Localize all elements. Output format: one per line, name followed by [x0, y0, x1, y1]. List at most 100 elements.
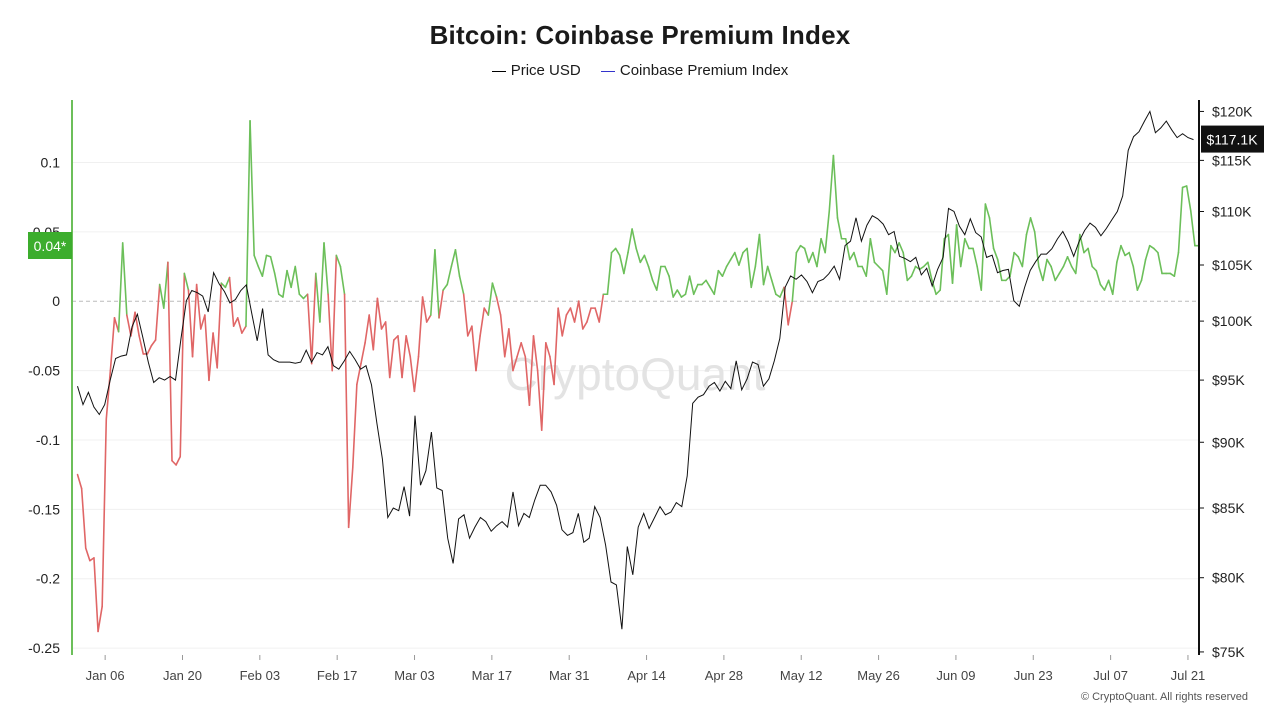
premium-segment [536, 369, 543, 432]
premium-segment [1132, 265, 1139, 291]
premium-segment [84, 547, 91, 562]
premium-segment [877, 265, 884, 272]
premium-segment [922, 261, 929, 268]
premium-segment [688, 275, 695, 296]
x-tick-label: Mar 03 [394, 668, 434, 683]
premium-segment [865, 237, 872, 278]
premium-segment [812, 251, 818, 268]
premium-segment [458, 275, 465, 296]
premium-segment [462, 293, 469, 337]
premium-segment [750, 265, 757, 289]
premium-segment [1153, 247, 1159, 254]
premium-segment [499, 314, 506, 358]
premium-segment [890, 244, 896, 254]
grid [72, 161, 1199, 649]
premium-segment [1173, 251, 1180, 278]
premium-segment [1037, 265, 1044, 282]
premium-segment [331, 254, 338, 372]
premium-segment [1185, 185, 1192, 212]
premium-segment [614, 247, 621, 257]
premium-segment [1070, 265, 1077, 275]
premium-segment [150, 339, 157, 347]
premium-segment [171, 459, 177, 466]
premium-segment [134, 311, 140, 337]
left-tick-label: -0.15 [28, 501, 60, 517]
premium-segment [339, 265, 346, 296]
premium-segment [446, 265, 453, 286]
premium-segment [138, 335, 145, 355]
premium-segment [672, 289, 679, 298]
premium-segment [1050, 265, 1057, 282]
premium-segment [1091, 265, 1098, 272]
legend: Price USD Coinbase Premium Index [0, 62, 1280, 79]
premium-segment [126, 314, 132, 337]
premium-segment [1083, 247, 1089, 254]
premium-segment [314, 272, 321, 323]
premium-segment [236, 317, 243, 334]
premium-segment [195, 283, 202, 330]
premium-segment [516, 342, 522, 358]
premium-segment [97, 605, 103, 633]
premium-segment [770, 279, 777, 296]
premium-segment [1177, 186, 1184, 254]
premium-segment [93, 557, 99, 633]
premium-segment [951, 224, 958, 284]
x-tick-label: May 26 [857, 668, 900, 683]
premium-segment [631, 228, 638, 250]
premium-segment [1111, 261, 1118, 296]
premium-segment [471, 325, 477, 372]
premium-segment [1025, 217, 1032, 236]
premium-segment [1013, 251, 1020, 258]
right-tick-label: $80K [1212, 570, 1245, 586]
premium-segment [376, 297, 383, 330]
premium-segment [758, 233, 765, 286]
premium-segment [754, 233, 761, 268]
premium-segment [1157, 251, 1163, 275]
premium-segment [959, 237, 966, 268]
premium-segment [680, 293, 687, 298]
premium-segment [204, 314, 210, 382]
premium-segment [902, 251, 909, 282]
premium-segment [972, 247, 978, 268]
premium-segment [388, 339, 395, 379]
premium-segment [101, 418, 108, 608]
premium-segment [1107, 279, 1114, 296]
premium-segment [1148, 244, 1155, 250]
premium-segment [733, 251, 740, 266]
premium-segment [475, 335, 481, 372]
premium-segment [721, 265, 728, 278]
premium-segment [766, 265, 773, 282]
premium-segment [347, 466, 354, 529]
premium-segment [964, 237, 970, 250]
premium-segment [479, 307, 486, 337]
premium-segment [335, 254, 342, 268]
premium-segment [803, 247, 810, 264]
premium-segment [1062, 255, 1069, 268]
premium-segment [553, 307, 559, 386]
premium-segment [212, 332, 218, 369]
premium-segment [639, 254, 646, 264]
premium-segment [894, 242, 900, 254]
premium-segment [931, 279, 937, 296]
premium-segment [762, 265, 769, 286]
legend-item-premium[interactable]: Coinbase Premium Index [600, 62, 788, 79]
price-current-badge: $117.1K [1201, 125, 1264, 153]
legend-item-price[interactable]: Price USD [491, 62, 581, 79]
premium-segment [158, 283, 165, 309]
premium-segment [1103, 279, 1110, 291]
x-tick-label: May 12 [780, 668, 823, 683]
premium-segment [503, 328, 510, 358]
premium-segment [873, 261, 880, 268]
premium-segment [401, 335, 407, 379]
premium-segment [935, 289, 941, 296]
premium-segment [779, 286, 785, 298]
premium-segment [405, 335, 412, 358]
premium-segment [487, 282, 494, 316]
premium-segment [577, 300, 584, 330]
premium-segment [824, 210, 831, 254]
premium-segment [1189, 210, 1196, 247]
premium-segment [76, 473, 83, 490]
premium-segment [425, 314, 432, 323]
premium-segment [676, 289, 683, 298]
